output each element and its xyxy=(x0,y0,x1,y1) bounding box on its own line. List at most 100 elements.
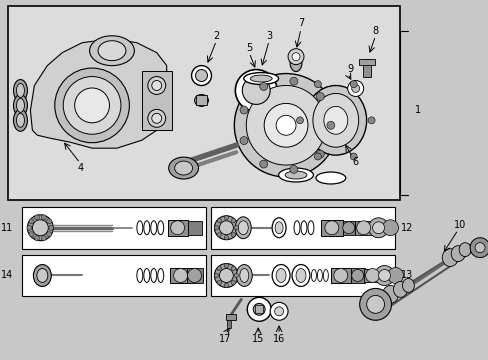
Ellipse shape xyxy=(75,88,109,123)
Ellipse shape xyxy=(33,265,51,287)
Ellipse shape xyxy=(14,80,27,102)
Circle shape xyxy=(219,221,233,235)
Ellipse shape xyxy=(158,269,163,283)
Circle shape xyxy=(217,266,221,271)
Text: 8: 8 xyxy=(372,26,378,36)
Ellipse shape xyxy=(55,68,129,143)
Ellipse shape xyxy=(235,217,251,239)
Text: 10: 10 xyxy=(453,220,466,230)
Circle shape xyxy=(231,219,235,223)
Ellipse shape xyxy=(151,113,162,123)
Circle shape xyxy=(173,269,187,283)
Circle shape xyxy=(217,233,221,237)
Circle shape xyxy=(351,85,359,93)
Ellipse shape xyxy=(393,282,407,297)
Ellipse shape xyxy=(382,285,398,303)
Ellipse shape xyxy=(150,269,157,283)
Bar xyxy=(342,221,354,235)
Bar xyxy=(195,95,207,105)
Text: 9: 9 xyxy=(347,64,353,73)
Circle shape xyxy=(47,232,52,237)
Circle shape xyxy=(231,266,235,271)
Ellipse shape xyxy=(293,221,299,235)
Bar xyxy=(186,267,202,283)
Ellipse shape xyxy=(147,109,165,127)
Circle shape xyxy=(374,266,394,285)
Bar xyxy=(169,267,191,283)
Bar xyxy=(22,255,206,296)
Circle shape xyxy=(217,219,221,223)
Ellipse shape xyxy=(195,69,207,81)
Ellipse shape xyxy=(307,221,313,235)
Circle shape xyxy=(217,280,221,285)
Circle shape xyxy=(276,115,295,135)
Circle shape xyxy=(240,136,247,145)
Bar xyxy=(330,267,350,283)
Circle shape xyxy=(287,49,304,64)
Circle shape xyxy=(289,77,297,85)
Ellipse shape xyxy=(168,157,198,179)
Circle shape xyxy=(219,269,233,283)
Ellipse shape xyxy=(323,107,347,134)
Text: 15: 15 xyxy=(251,334,264,344)
Circle shape xyxy=(259,160,267,168)
Circle shape xyxy=(356,221,370,235)
Circle shape xyxy=(359,288,391,320)
Text: 7: 7 xyxy=(297,18,304,28)
Circle shape xyxy=(368,218,388,238)
Circle shape xyxy=(326,121,334,129)
Ellipse shape xyxy=(275,222,283,234)
Circle shape xyxy=(224,283,228,288)
Bar xyxy=(211,255,395,296)
Ellipse shape xyxy=(278,168,313,182)
Bar xyxy=(22,207,206,249)
Ellipse shape xyxy=(174,161,192,175)
Circle shape xyxy=(35,236,40,240)
Circle shape xyxy=(382,220,398,236)
Circle shape xyxy=(47,219,52,224)
Circle shape xyxy=(314,153,321,160)
Text: 16: 16 xyxy=(272,334,285,344)
Circle shape xyxy=(378,270,390,282)
Ellipse shape xyxy=(291,265,309,287)
Bar xyxy=(358,59,374,64)
Circle shape xyxy=(296,117,303,124)
Ellipse shape xyxy=(311,270,316,282)
Circle shape xyxy=(347,81,363,96)
Circle shape xyxy=(366,296,384,313)
Bar xyxy=(167,220,187,236)
Circle shape xyxy=(316,150,324,158)
Bar xyxy=(362,59,370,77)
Circle shape xyxy=(259,82,267,90)
Bar xyxy=(142,71,171,130)
Bar xyxy=(7,6,400,200)
Text: 14: 14 xyxy=(1,270,14,280)
Text: 13: 13 xyxy=(400,270,412,280)
Circle shape xyxy=(234,73,337,177)
Ellipse shape xyxy=(289,54,302,72)
Ellipse shape xyxy=(17,84,24,98)
Ellipse shape xyxy=(301,221,306,235)
Circle shape xyxy=(231,233,235,237)
Circle shape xyxy=(187,269,201,283)
Bar xyxy=(226,314,236,320)
Text: 11: 11 xyxy=(1,223,14,233)
Circle shape xyxy=(274,307,283,316)
Ellipse shape xyxy=(17,113,24,127)
Circle shape xyxy=(170,221,184,235)
Circle shape xyxy=(316,93,324,100)
Ellipse shape xyxy=(158,221,163,235)
Text: 4: 4 xyxy=(77,163,83,173)
Circle shape xyxy=(41,215,46,220)
Ellipse shape xyxy=(441,249,457,266)
Ellipse shape xyxy=(276,269,285,283)
Ellipse shape xyxy=(137,269,142,283)
Ellipse shape xyxy=(285,171,306,179)
Circle shape xyxy=(289,165,297,174)
Ellipse shape xyxy=(98,41,125,60)
Ellipse shape xyxy=(450,246,464,262)
Bar xyxy=(320,220,342,236)
Ellipse shape xyxy=(151,81,162,90)
Ellipse shape xyxy=(239,269,248,283)
Circle shape xyxy=(367,117,374,124)
